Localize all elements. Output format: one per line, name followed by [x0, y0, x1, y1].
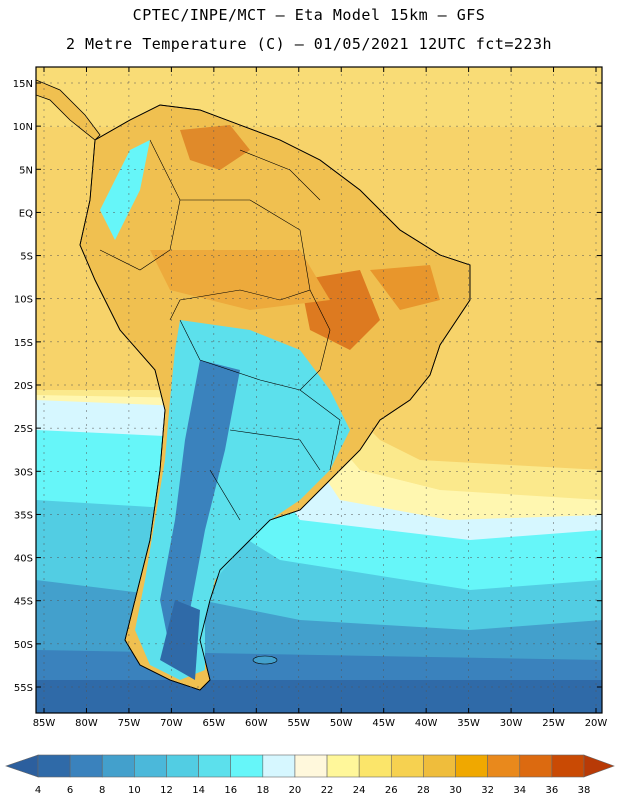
colorbar-swatch [551, 754, 585, 778]
colorbar-label: 10 [128, 785, 141, 796]
colorbar-label: 24 [353, 785, 366, 796]
lat-label: 15S [14, 338, 33, 349]
lon-label: 55W [287, 718, 310, 729]
colorbar-label: 36 [546, 785, 559, 796]
coastline [79, 104, 471, 691]
ocean-band-north [36, 67, 602, 127]
colorbar-swatch [230, 754, 264, 778]
hot-region-venezuela [180, 125, 250, 170]
andes-north-cold [100, 140, 150, 240]
colorbar-swatch [423, 754, 456, 778]
lat-label: 55S [14, 683, 33, 694]
lon-label: 65W [203, 718, 226, 729]
lat-label: 10N [13, 122, 33, 133]
lat-label: 5S [20, 252, 33, 263]
colorbar-swatch [69, 754, 103, 778]
lon-label: 30W [500, 718, 523, 729]
colorbar-label: 6 [67, 785, 73, 796]
colorbar: 4 6 8 10 12 14 16 18 20 22 24 26 28 30 32 34 36 38 [5, 754, 615, 796]
lon-label: 25W [542, 718, 565, 729]
lat-label: 50S [14, 640, 33, 651]
lat-label: 10S [14, 295, 33, 306]
colorbar-label: 8 [99, 785, 105, 796]
colorbar-low-arrow [5, 754, 39, 778]
colorbar-swatch [487, 754, 521, 778]
colorbar-swatch [294, 754, 328, 778]
map-frame [35, 66, 603, 714]
colorbar-swatch [198, 754, 232, 778]
colorbar-label: 18 [256, 785, 269, 796]
lat-label: 20S [14, 381, 33, 392]
lon-label: 45W [372, 718, 395, 729]
graticule [36, 67, 602, 713]
colorbar-swatch [519, 754, 553, 778]
colorbar-swatch [166, 754, 199, 778]
colorbar-swatch [390, 754, 424, 778]
colorbar-label: 20 [289, 785, 302, 796]
colorbar-label: 38 [578, 785, 591, 796]
lon-label: 20W [585, 718, 608, 729]
falkland-islands [252, 655, 278, 665]
colorbar-label: 34 [513, 785, 526, 796]
map-title-line2: 2 Metre Temperature (C) – 01/05/2021 12U… [65, 35, 553, 53]
lat-label: 25S [14, 424, 33, 435]
lon-label: 70W [160, 718, 183, 729]
map-title-line1: CPTEC/INPE/MCT – Eta Model 15km – GFS [132, 6, 486, 24]
lon-label: 50W [330, 718, 353, 729]
colorbar-label: 14 [192, 785, 205, 796]
lat-label: 45S [14, 597, 33, 608]
colorbar-swatch [101, 754, 135, 778]
central-america [36, 79, 101, 141]
colorbar-high-arrow [583, 754, 615, 778]
lat-label: EQ [19, 208, 33, 219]
latitude-labels: 15N 10N 5N EQ 5S 10S 15S 20S 25S 30S 35S 40S 45S 50S 5… [13, 79, 33, 694]
colorbar-label: 30 [449, 785, 462, 796]
colorbar-swatch [134, 754, 167, 778]
axis-ticks [36, 67, 602, 713]
lon-label: 75W [118, 718, 141, 729]
warm-region-amazon [150, 250, 330, 310]
lat-label: 40S [14, 554, 33, 565]
lon-label: 80W [75, 718, 98, 729]
lon-label: 35W [457, 718, 480, 729]
lat-label: 35S [14, 510, 33, 521]
colorbar-label: 26 [385, 785, 398, 796]
lon-label: 60W [245, 718, 268, 729]
lon-label: 40W [415, 718, 438, 729]
longitude-labels: 85W 80W 75W 70W 65W 60W 55W 50W 45W 40W 35W 30W 25W 2… [33, 718, 608, 729]
colorbar-label: 4 [35, 785, 41, 796]
colorbar-label: 12 [160, 785, 173, 796]
temperature-map: 15N 10N 5N EQ 5S 10S 15S 20S 25S 30S 35S 40S 45S 50S 5… [13, 66, 608, 729]
colorbar-swatch [262, 754, 296, 778]
lat-label: 5N [19, 165, 33, 176]
colorbar-swatch [455, 754, 488, 778]
lon-label: 85W [33, 718, 56, 729]
lat-label: 15N [13, 79, 33, 90]
colorbar-swatch [358, 754, 392, 778]
colorbar-swatch [326, 754, 360, 778]
colorbar-swatch [37, 754, 71, 778]
colorbar-label: 28 [417, 785, 430, 796]
colorbar-label: 22 [321, 785, 334, 796]
patagonia-cold [160, 600, 200, 680]
andes-cold-strip [160, 360, 240, 650]
colorbar-label: 32 [481, 785, 494, 796]
lat-label: 30S [14, 467, 33, 478]
colorbar-label: 16 [224, 785, 237, 796]
ocean-band-6 [36, 680, 602, 713]
